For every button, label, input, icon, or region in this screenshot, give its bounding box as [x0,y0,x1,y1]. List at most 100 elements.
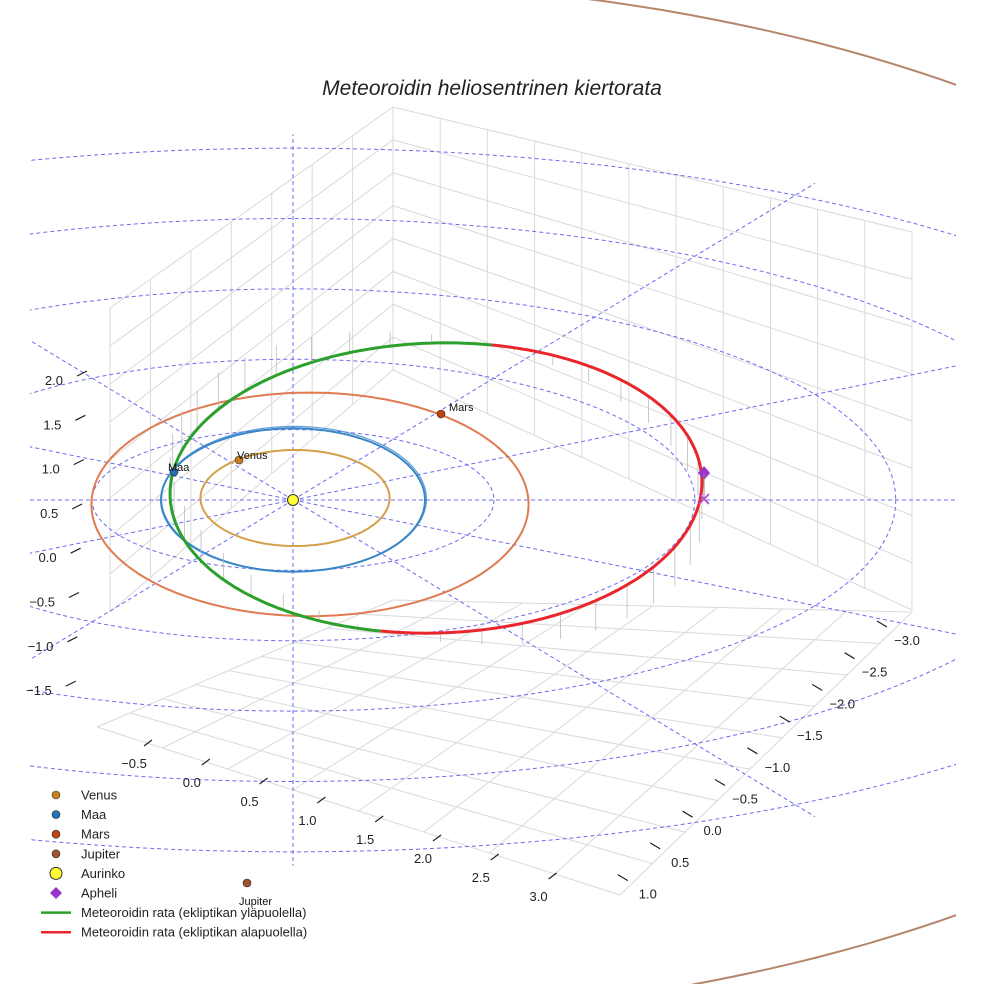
z-tick-label: −1.0 [28,639,54,654]
y-tick-label: −2.0 [829,696,855,711]
z-tick-label: 1.5 [43,417,61,432]
y-tick-label: −3.0 [894,633,920,648]
tick-mark [432,834,442,842]
z-tick-label: −1.5 [26,683,52,698]
grid-line [109,205,394,423]
venus-marker [234,455,244,465]
chart-title: Meteoroidin heliosentrinen kiertorata [322,77,662,100]
tick-mark [811,683,823,691]
tick-mark [201,758,211,766]
orbit-segment-below [491,343,704,481]
legend-marker [50,887,62,899]
tick-mark [259,777,268,785]
legend-item: Meteoroidin rata (ekliptikan alapuolella… [41,925,307,940]
x-tick-label: 0.5 [241,794,259,809]
maa-marker [169,467,179,477]
orbit-segment-above [168,341,492,633]
grid-line [109,238,394,461]
tick-mark [374,815,384,823]
grid-line [109,303,394,537]
grid-line [619,611,913,896]
tick-mark [68,591,80,599]
grid-line [162,698,686,833]
z-tick-label: 2.0 [45,373,63,388]
radial-line [30,499,294,554]
sun-marker [287,494,299,506]
y-tick-label: −1.0 [765,760,791,775]
radial-line [292,182,816,501]
legend-label: Mars [81,827,110,842]
tick-mark [76,370,88,377]
tick-mark [75,414,86,421]
z-tick-label: 1.0 [42,462,60,477]
legend-label: Meteoroidin rata (ekliptikan yläpuolella… [81,905,306,920]
venus-orbit [199,449,391,547]
legend-marker [49,866,63,880]
legend-label: Venus [81,788,118,803]
grid-line [423,607,718,833]
tick-mark [73,459,85,466]
tick-mark [876,620,888,628]
legend-item: Jupiter [51,846,121,861]
radial-line [292,499,956,635]
legend-label: Jupiter [81,846,121,861]
grid-line [109,106,394,309]
grid-line [392,205,913,375]
x-tick-label: 1.5 [356,832,374,847]
grid-line [392,172,913,327]
tick-mark [317,796,326,804]
legend-item: Mars [51,827,110,842]
tick-mark [617,874,629,882]
mars-marker [436,409,446,419]
grid-line [227,602,523,770]
grid-line [162,601,459,749]
tick-mark [490,853,500,861]
legend-item: Maa [51,807,107,822]
bodies: Venus Maa Mars Jupiter [168,402,710,908]
legend-marker [51,790,61,800]
grid-line [195,684,718,802]
venus-label: Venus [237,450,268,462]
tick-mark [779,715,791,723]
grid-line [327,627,848,676]
y-tick-label: 1.0 [639,887,657,902]
z-tick-label: 0.0 [39,550,57,565]
tick-mark [143,739,153,747]
x-tick-label: 0.0 [183,775,201,790]
grid-line [109,369,394,613]
tick-mark [70,547,81,554]
legend-marker [51,810,61,819]
grid-line [392,238,913,422]
y-tick-label: −1.5 [797,728,823,743]
legend-item: Apheli [50,886,117,901]
x-tick-label: 2.5 [472,870,490,885]
side-wall-grid [392,106,913,611]
grid-line [358,605,653,812]
tick-mark [844,652,855,660]
legend-label: Apheli [81,886,117,901]
grid-line [109,270,394,499]
mars-label: Mars [449,402,474,414]
mars-orbit [90,391,530,618]
grid-line [96,726,621,896]
legend-marker [51,829,61,839]
radial-line [292,499,816,818]
grid-line [228,670,750,770]
maa-orbit-inner [160,425,427,573]
z-tick-label: −0.5 [29,595,55,610]
grid-line [392,303,913,516]
legend-label: Meteoroidin rata (ekliptikan alapuolella… [81,925,307,940]
x-tick-label: 2.0 [414,851,432,866]
tick-mark [714,778,726,787]
legend-label: Aurinko [81,866,125,881]
maa-label: Maa [168,462,190,474]
legend-marker [51,849,61,859]
axis-grid [96,106,913,896]
grid-line [392,106,913,233]
x-tick-label: 1.0 [298,813,316,828]
grid-line [392,336,913,564]
reference-circle [30,358,696,642]
